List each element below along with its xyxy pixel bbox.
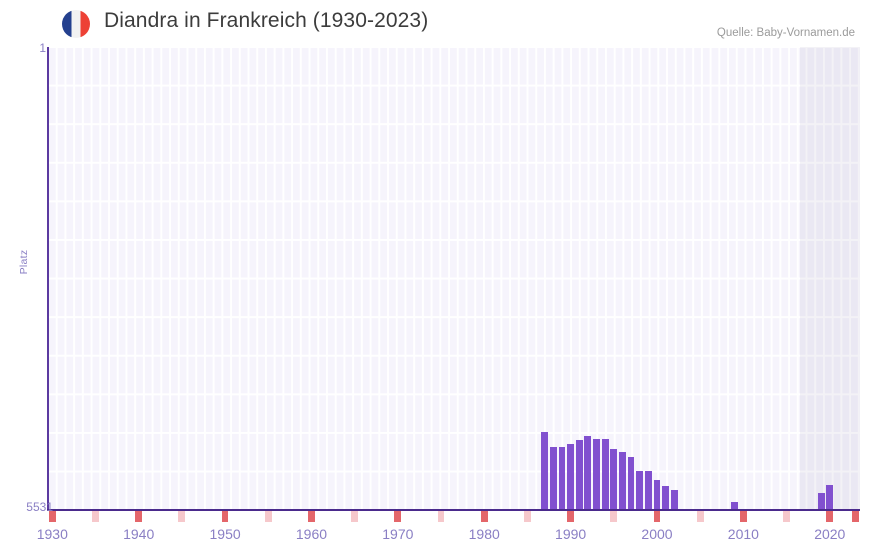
x-axis-tick-label: 2020	[814, 526, 846, 542]
x-axis-tick	[308, 511, 315, 522]
bar	[644, 470, 652, 510]
bar	[670, 489, 678, 510]
france-flag-icon	[62, 10, 90, 38]
x-axis-tick	[221, 511, 229, 522]
x-axis-minor-tick	[264, 511, 272, 522]
bar	[619, 452, 626, 510]
x-axis-minor-tick	[524, 511, 531, 522]
x-axis-tick-label: 2010	[727, 526, 759, 542]
x-axis-tick	[48, 511, 56, 522]
bar	[627, 457, 635, 510]
x-axis-tick	[135, 511, 143, 522]
bar	[636, 470, 644, 510]
chart-header: Diandra in Frankreich (1930-2023) Quelle…	[0, 0, 873, 46]
x-axis-tick	[826, 511, 834, 522]
x-axis-minor-tick	[610, 511, 618, 522]
x-axis-minor-tick	[351, 511, 359, 522]
y-axis-title: Platz	[18, 249, 30, 275]
x-axis-tick	[394, 511, 402, 522]
x-axis-tick	[653, 511, 661, 522]
y-axis-tick-bottom: 5531	[26, 500, 53, 514]
x-axis-minor-tick	[178, 511, 186, 522]
plot-area	[48, 47, 860, 510]
x-axis-tick-label: 1930	[36, 526, 68, 542]
x-axis-tick-label: 1940	[123, 526, 155, 542]
bar	[653, 479, 661, 510]
y-axis-tick-top: 1	[39, 41, 46, 55]
bar	[817, 493, 825, 510]
bar	[558, 446, 566, 510]
bar	[731, 501, 739, 510]
bar	[567, 443, 575, 510]
x-axis-tick-label: 1970	[382, 526, 414, 542]
x-axis-tick	[480, 511, 488, 522]
bar	[541, 432, 549, 510]
bar	[826, 485, 834, 510]
bar	[593, 438, 600, 510]
x-axis-tick-label: 2000	[641, 526, 673, 542]
bar	[662, 485, 670, 510]
grid-lines	[48, 47, 860, 510]
bar	[575, 440, 583, 510]
bar	[601, 439, 609, 510]
x-axis-tick	[852, 511, 860, 522]
x-axis-tick-label: 1950	[209, 526, 241, 542]
bar	[610, 448, 618, 510]
x-axis-tick-label: 1990	[555, 526, 587, 542]
x-axis-tick-label: 1980	[468, 526, 500, 542]
x-axis-minor-tick	[783, 511, 790, 522]
bar	[584, 435, 592, 510]
x-axis-tick	[739, 511, 747, 522]
y-axis-line	[47, 47, 49, 510]
x-axis-tick	[567, 511, 575, 522]
recent-years-shaded-band	[799, 47, 860, 510]
source-attribution: Quelle: Baby-Vornamen.de	[716, 27, 855, 39]
x-axis-tick-label: 1960	[295, 526, 328, 542]
x-axis-minor-tick	[696, 511, 704, 522]
bar	[549, 447, 557, 510]
x-axis-minor-tick	[92, 511, 99, 522]
x-axis-line	[47, 509, 860, 511]
x-axis-minor-tick	[437, 511, 445, 522]
page-title: Diandra in Frankreich (1930-2023)	[104, 9, 429, 32]
